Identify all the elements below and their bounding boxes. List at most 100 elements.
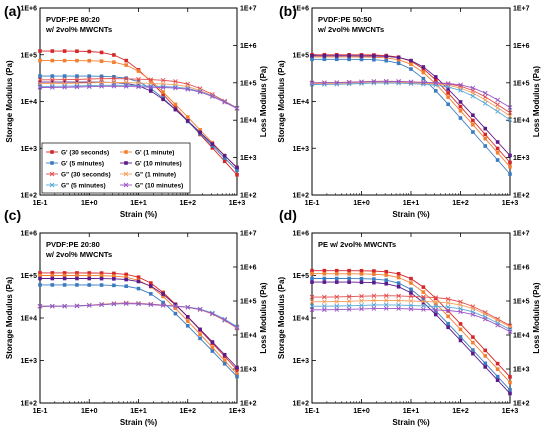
data-point (409, 67, 413, 71)
data-point (396, 298, 401, 303)
data-point (372, 54, 376, 58)
y-tick-label-right: 1E+6 (513, 43, 530, 50)
data-point (371, 302, 377, 308)
data-point (222, 156, 227, 160)
data-point (173, 306, 178, 311)
data-point (396, 302, 401, 308)
data-point (38, 283, 42, 287)
legend-label: G' (10 minutes) (135, 160, 182, 167)
data-point (508, 375, 512, 379)
data-point (507, 323, 513, 328)
y-tick-label-right: 1E+3 (240, 367, 257, 374)
data-point (99, 283, 104, 287)
series-8 (309, 306, 513, 334)
data-point (495, 97, 500, 103)
data-point (383, 298, 389, 303)
legend-item: G" (30 seconds) (46, 171, 111, 178)
data-point (322, 280, 327, 284)
data-point (372, 269, 376, 273)
data-point (383, 78, 389, 84)
data-point (372, 277, 376, 281)
y-axis-label-right: Loss Modulus (Pa) (259, 66, 268, 137)
data-point (396, 272, 401, 276)
data-point (433, 301, 438, 306)
data-point (86, 303, 92, 308)
data-point (322, 268, 327, 273)
data-point (458, 109, 463, 113)
data-point (445, 300, 451, 306)
y-tick-label-left: 1E+5 (20, 52, 37, 59)
data-point (235, 165, 239, 170)
data-point (309, 299, 315, 305)
data-point (471, 113, 475, 118)
data-point (185, 319, 190, 323)
data-point (471, 348, 475, 352)
data-point (197, 307, 203, 312)
data-point (37, 85, 43, 90)
y-tick-label-left: 1E+4 (292, 99, 309, 106)
panel-title: PE w/ 2vol% MWCNTs (318, 240, 396, 249)
x-axis-label: Strain (%) (120, 210, 158, 219)
data-point (458, 335, 463, 339)
plot-frame (311, 7, 511, 196)
data-point (62, 58, 67, 63)
data-point (508, 380, 512, 385)
y-tick-label-right: 1E+5 (240, 80, 257, 87)
data-point (359, 298, 364, 304)
data-point (149, 89, 153, 93)
data-point (173, 311, 178, 316)
data-point (210, 340, 215, 344)
data-point (495, 105, 500, 111)
data-point (75, 80, 79, 84)
data-point (322, 299, 327, 305)
data-point (433, 299, 439, 305)
data-point (210, 146, 215, 150)
data-point (87, 58, 92, 63)
data-point (322, 294, 327, 300)
legend-label: G' (5 minutes) (61, 160, 104, 167)
data-point (359, 276, 364, 281)
data-point (433, 304, 439, 309)
data-point (197, 89, 203, 95)
data-point (161, 90, 165, 94)
data-point (458, 338, 463, 343)
x-tick-label: 1E+0 (353, 408, 370, 415)
data-point (173, 303, 178, 307)
data-point (408, 298, 414, 304)
data-point (483, 144, 488, 148)
data-point (471, 130, 475, 134)
legend-marker (49, 171, 55, 177)
data-point (149, 78, 153, 83)
data-point (384, 278, 389, 282)
data-point (222, 159, 227, 164)
data-point (359, 57, 364, 62)
y-tick-label-left: 1E+2 (20, 193, 37, 200)
data-point (210, 94, 215, 99)
y-tick-label-right: 1E+5 (513, 80, 530, 87)
data-point (185, 115, 190, 119)
y-tick-label-right: 1E+4 (240, 118, 257, 125)
legend-item: G" (1 minute) (120, 171, 176, 178)
x-axis-label: Strain (%) (392, 210, 430, 219)
data-point (124, 81, 128, 86)
data-point (50, 74, 55, 78)
x-axis-label: Strain (%) (392, 418, 430, 427)
data-point (372, 280, 376, 285)
data-point (112, 283, 116, 288)
data-point (471, 122, 475, 127)
data-point (38, 276, 42, 281)
data-point (359, 268, 364, 273)
x-tick-label: 1E+2 (452, 408, 469, 415)
data-point (396, 293, 401, 299)
x-tick-label: 1E+1 (130, 408, 147, 415)
data-point (222, 354, 227, 359)
x-tick-label: 1E-1 (305, 200, 320, 207)
data-point (495, 361, 500, 366)
data-point (149, 292, 153, 296)
legend-box (41, 142, 191, 194)
data-point (38, 74, 42, 78)
data-point (458, 100, 463, 104)
data-point (62, 49, 67, 53)
data-point (334, 303, 340, 309)
data-point (62, 303, 67, 309)
